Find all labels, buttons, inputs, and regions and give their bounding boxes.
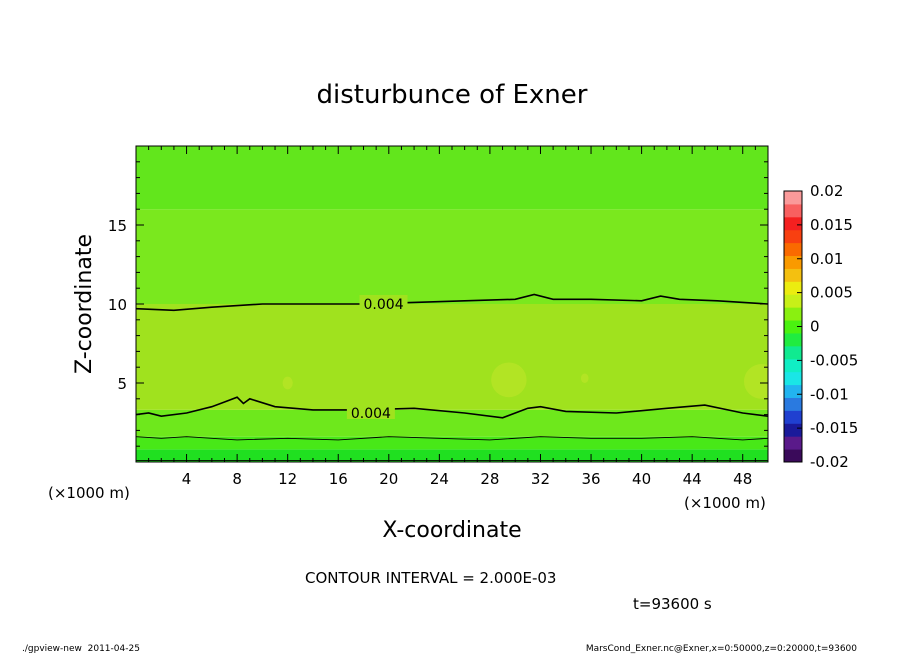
- colorbar-segment: [784, 229, 802, 244]
- y-tick-label: 10: [108, 296, 127, 314]
- colorbar-segment: [784, 384, 802, 398]
- field-band-5: [136, 146, 768, 210]
- contour-label-0: 0.004: [364, 297, 404, 313]
- x-tick-label: 28: [480, 470, 499, 488]
- contour-line-2: [136, 436, 768, 441]
- x-axis-label: X-coordinate: [382, 518, 521, 543]
- colorbar-segment: [784, 281, 802, 295]
- colorbar-tick-label: 0.01: [810, 250, 843, 268]
- x-tick-label: 40: [632, 470, 651, 488]
- colorbar-segment: [784, 242, 802, 257]
- footer-source: MarsCond_Exner.nc@Exner,x=0:50000,z=0:20…: [586, 644, 857, 654]
- field-band-0: [136, 449, 768, 462]
- contour-labels: 0.004 0.004: [346, 295, 408, 422]
- field-blob-3: [743, 364, 768, 399]
- colorbar-tick-label: -0.01: [810, 385, 849, 403]
- x-tick-label: 16: [329, 470, 348, 488]
- y-tick-label: 5: [117, 375, 127, 393]
- time-label: t=93600 s: [633, 595, 712, 613]
- x-tick-label: 12: [278, 470, 297, 488]
- colorbar-tick-label: 0: [810, 318, 820, 336]
- colorbar-segment: [784, 436, 802, 450]
- colorbar-segment: [784, 320, 802, 334]
- colorbar-tick-label: -0.015: [810, 419, 858, 437]
- colorbar-segment: [784, 255, 802, 269]
- colorbar-segment: [784, 268, 802, 282]
- colorbar-segment: [784, 423, 802, 437]
- x-tick-label: 24: [430, 470, 449, 488]
- field-plot-area: [136, 146, 768, 462]
- colorbar-segment: [784, 345, 802, 360]
- colorbar-segment: [784, 307, 802, 321]
- colorbar-segment: [784, 449, 802, 463]
- colorbar: 0.02 0.015 0.01 0.005 0 -0.005 -0.01 -0.015 -0.0…: [783, 182, 858, 471]
- colorbar-segment: [784, 358, 802, 373]
- field-blob-1: [282, 376, 293, 390]
- colorbar-tick-label: 0.015: [810, 216, 853, 234]
- contour-line-0: [136, 293, 768, 312]
- colorbar-segment: [784, 216, 802, 231]
- chart-title: disturbunce of Exner: [317, 80, 588, 110]
- colorbar-segment: [784, 332, 802, 347]
- field-band-2: [136, 409, 768, 437]
- contour-label-bg-1: [346, 404, 395, 420]
- footer-program: ./gpview-new 2011-04-25: [22, 644, 140, 654]
- y-axis-unit: (×1000 m): [48, 484, 130, 502]
- colorbar-tick-label: 0.02: [810, 182, 843, 200]
- x-tick-label: 32: [531, 470, 550, 488]
- field-blob-2: [580, 373, 589, 384]
- x-tick-label: 4: [182, 470, 192, 488]
- colorbar-tick-label: 0.005: [810, 284, 853, 302]
- field-band-3: [136, 304, 768, 410]
- x-tick-label: 44: [683, 470, 702, 488]
- y-axis-label: Z-coordinate: [72, 234, 97, 374]
- contour-label-1: 0.004: [351, 406, 391, 422]
- colorbar-segment: [784, 191, 802, 205]
- colorbar-segment: [784, 410, 802, 424]
- y-tick-label: 15: [108, 217, 127, 235]
- colorbar-segment: [784, 371, 802, 386]
- field-band-1: [136, 436, 768, 450]
- x-tick-label: 36: [581, 470, 600, 488]
- contour-interval-text: CONTOUR INTERVAL = 2.000E-03: [305, 569, 556, 587]
- colorbar-tick-label: -0.005: [810, 351, 858, 369]
- x-tick-label: 20: [379, 470, 398, 488]
- colorbar-segment: [784, 203, 802, 218]
- field-blob-0: [491, 362, 527, 398]
- x-tick-label: 8: [232, 470, 242, 488]
- field-band-4: [136, 209, 768, 304]
- colorbar-segment: [784, 294, 802, 308]
- x-axis-unit: (×1000 m): [684, 494, 766, 512]
- contour-label-bg-0: [359, 295, 408, 310]
- colorbar-segment: [784, 397, 802, 411]
- x-tick-label: 48: [733, 470, 752, 488]
- colorbar-tick-label: -0.02: [810, 453, 849, 471]
